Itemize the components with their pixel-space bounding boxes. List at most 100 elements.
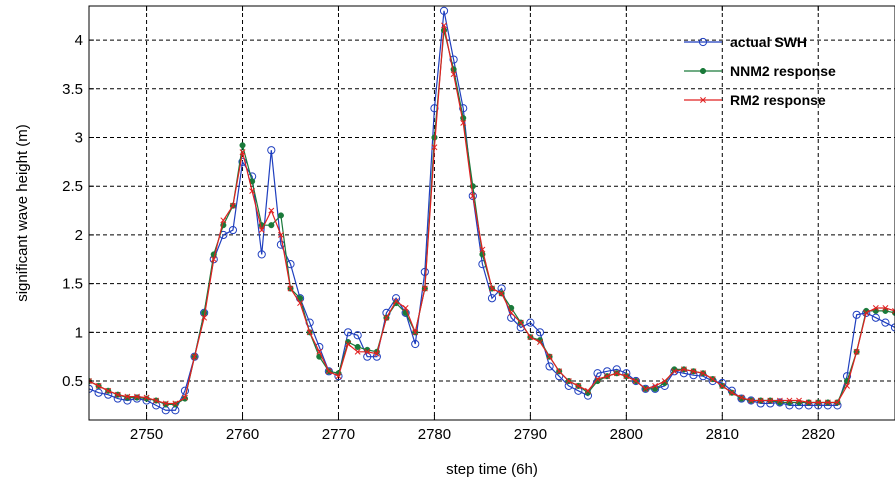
data-point-cross [767, 397, 774, 404]
x-tick-label: 2760 [226, 426, 259, 443]
data-point-cross [345, 341, 352, 347]
cross-stroke [709, 376, 716, 383]
data-point-cross [297, 300, 304, 307]
cross-stroke [277, 231, 284, 238]
data-point-dot [699, 67, 707, 75]
cross-stroke [776, 397, 783, 404]
data-point-cross [277, 231, 284, 238]
data-point-cross [105, 387, 112, 394]
data-point-cross [287, 285, 294, 292]
cross-stroke [450, 71, 457, 78]
cross-stroke [680, 366, 687, 373]
cross-stroke [229, 202, 236, 209]
cross-stroke [863, 309, 870, 316]
data-point-cross [258, 227, 265, 234]
x-axis-label: step time (6h) [446, 461, 538, 478]
data-point-cross [201, 314, 208, 321]
cross-stroke [565, 378, 572, 384]
data-point-circle [593, 369, 602, 378]
data-point-cross [412, 329, 419, 336]
cross-stroke [834, 399, 841, 406]
cross-stroke [249, 188, 256, 195]
data-point-cross [181, 394, 188, 401]
data-point-cross [249, 188, 256, 195]
y-tick-label: 3 [75, 130, 83, 147]
data-point-cross [872, 305, 879, 311]
cross-stroke [632, 378, 639, 384]
data-point-cross [594, 376, 601, 383]
data-point-cross [162, 400, 169, 407]
cross-stroke [172, 400, 179, 407]
cross-stroke [393, 298, 400, 305]
x-tick-label: 2780 [418, 426, 451, 443]
data-point-circle [324, 367, 333, 376]
data-point-cross [700, 97, 706, 103]
data-point-dot [133, 394, 141, 401]
cross-stroke [191, 353, 198, 360]
x-tick-label: 2790 [514, 426, 547, 443]
cross-stroke [114, 391, 121, 398]
cross-stroke [815, 399, 822, 406]
cross-stroke [575, 382, 582, 389]
cross-stroke [134, 393, 140, 400]
data-point-cross [709, 376, 716, 383]
data-point-cross [537, 339, 543, 346]
cross-stroke [546, 353, 553, 360]
x-tick-label: 2810 [706, 426, 739, 443]
data-point-circle [190, 352, 199, 361]
data-point-cross [143, 394, 150, 401]
data-point-cross [373, 350, 380, 357]
cross-stroke [613, 370, 620, 377]
cross-stroke [335, 373, 342, 380]
data-point-cross [153, 397, 160, 404]
data-point-cross [95, 382, 102, 389]
cross-stroke [181, 394, 188, 401]
cross-stroke [872, 305, 879, 311]
x-tick-label: 2800 [610, 426, 643, 443]
data-point-cross [124, 393, 131, 400]
legend-entry: actual SWH [684, 34, 807, 50]
cross-stroke [796, 397, 803, 404]
cross-stroke [220, 217, 227, 224]
y-tick-label: 4 [75, 32, 83, 49]
legend-entry: NNM2 response [684, 63, 836, 79]
y-tick-label: 2 [75, 227, 83, 244]
data-point-cross [316, 348, 323, 355]
cross-stroke [153, 397, 160, 404]
cross-stroke [479, 246, 486, 253]
series-layer [89, 6, 895, 415]
cross-stroke [892, 307, 895, 312]
cross-stroke [441, 22, 447, 29]
y-axis-label: significant wave height (m) [14, 124, 31, 302]
cross-stroke [325, 368, 332, 375]
data-point-circle [439, 6, 449, 15]
data-point-cross [498, 290, 505, 297]
data-point-circle [507, 313, 516, 322]
data-point-cross [824, 399, 831, 406]
data-point-cross [220, 217, 227, 224]
cross-stroke [201, 314, 208, 321]
cross-stroke [306, 329, 313, 336]
data-point-cross [191, 353, 198, 360]
data-point-cross [364, 348, 371, 355]
data-point-cross [441, 22, 447, 29]
data-point-dot [354, 343, 361, 350]
cross-stroke [143, 394, 150, 401]
data-point-cross [623, 373, 630, 380]
data-point-circle [459, 104, 468, 113]
data-point-cross [757, 397, 764, 404]
data-point-cross [402, 305, 409, 311]
grid-lines [89, 6, 895, 420]
cross-stroke [345, 341, 352, 347]
cross-stroke [383, 314, 390, 321]
data-point-cross [776, 397, 783, 404]
plot-background [89, 6, 895, 420]
data-point-circle [852, 310, 861, 319]
cross-stroke [700, 97, 706, 103]
data-point-cross [239, 149, 246, 156]
cross-stroke [412, 329, 419, 336]
data-point-cross [690, 368, 697, 375]
data-point-cross [210, 256, 217, 263]
cross-stroke [786, 397, 793, 404]
cross-stroke [431, 144, 438, 151]
